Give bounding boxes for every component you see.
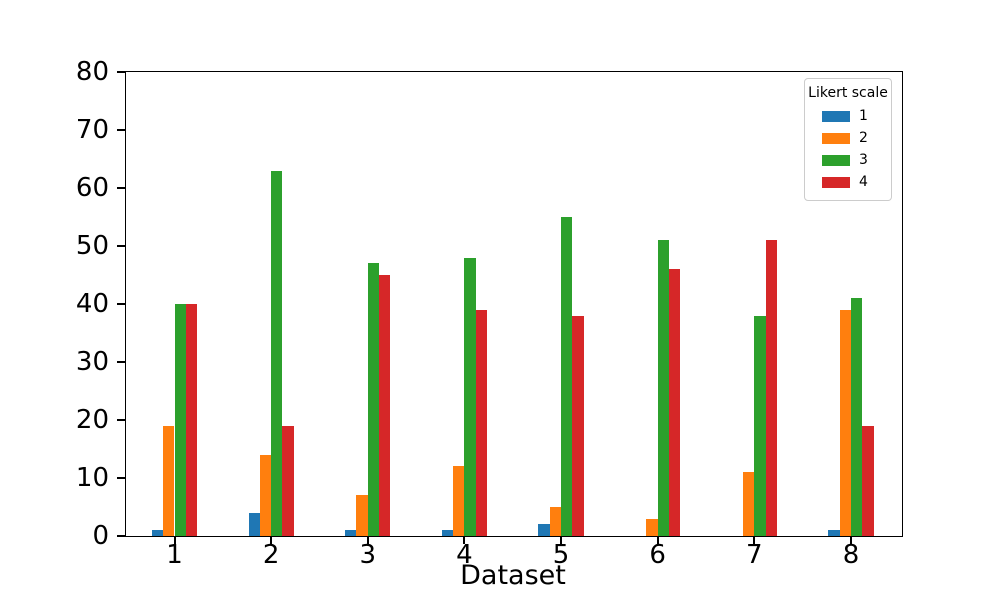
bar-series1-dataset4 (441, 530, 454, 536)
bar-series2-dataset7 (743, 472, 755, 536)
x-tick-mark (173, 536, 176, 544)
x-tick-label: 2 (262, 540, 280, 570)
y-tick-mark (116, 129, 125, 131)
x-tick-label: 7 (746, 540, 763, 570)
y-tick-label: 30 (75, 347, 109, 377)
legend-label: 4 (859, 174, 868, 190)
legend-swatch-icon (822, 132, 850, 144)
x-tick-label: 1 (166, 540, 183, 570)
y-tick-mark (116, 303, 125, 305)
x-axis-label: Dataset (460, 560, 566, 591)
y-tick-label: 50 (75, 231, 109, 261)
legend-label: 2 (859, 130, 868, 146)
y-tick-label: 80 (75, 57, 109, 87)
bar-series4-dataset4 (475, 309, 488, 536)
legend-item-1: 1 (805, 105, 891, 127)
bars-layer (126, 72, 902, 536)
bar-series3-dataset5 (561, 217, 573, 536)
y-tick-label: 70 (75, 115, 109, 145)
bar-series3-dataset7 (754, 315, 766, 536)
bar-series2-dataset8 (839, 309, 851, 536)
axes-ticks: 1 2 3 4 5 6 7 8 0 10 20 30 40 50 60 70 80 (76, 58, 902, 569)
bar-series3-dataset4 (464, 257, 476, 536)
y-tick-label: 0 (92, 521, 109, 551)
bar-series3-dataset3 (367, 263, 380, 536)
y-tick-label: 20 (75, 405, 109, 435)
legend-items: 1 2 3 4 (805, 105, 891, 193)
legend-swatch-icon (822, 110, 850, 122)
x-tick-label: 8 (842, 540, 860, 570)
x-tick-mark (463, 536, 466, 544)
bar-series2-dataset3 (356, 495, 368, 536)
bar-series1-dataset1 (151, 530, 164, 536)
y-tick-mark (116, 535, 125, 537)
legend-swatch-icon (822, 154, 850, 166)
y-tick-label: 40 (75, 289, 109, 319)
bar-series2-dataset4 (453, 466, 465, 536)
x-tick-label: 4 (456, 540, 473, 570)
legend-title: Likert scale (808, 85, 888, 101)
bar-series3-dataset6 (657, 240, 669, 536)
x-tick-mark (560, 536, 563, 544)
legend-item-2: 2 (805, 127, 891, 149)
legend: Likert scale 1 2 3 4 (804, 78, 892, 201)
bar-series3-dataset2 (271, 170, 283, 536)
bar-series2-dataset1 (163, 425, 175, 536)
y-tick-mark (116, 477, 125, 479)
plot-area: 1 2 3 4 5 6 7 8 0 10 20 30 40 50 60 70 80 Likert scale 1… (76, 58, 903, 569)
legend-swatch-icon (822, 176, 850, 188)
y-tick-mark (116, 361, 125, 363)
legend-item-4: 4 (805, 171, 891, 193)
bar-series4-dataset1 (185, 304, 198, 536)
bar-series4-dataset2 (282, 425, 294, 536)
y-tick-mark (116, 245, 125, 247)
y-tick-mark (116, 187, 125, 189)
x-tick-mark (366, 536, 369, 544)
x-tick-mark (656, 536, 659, 544)
legend-label: 3 (859, 152, 868, 168)
bar-series4-dataset3 (379, 275, 391, 536)
y-tick-label: 60 (75, 173, 109, 203)
bar-series4-dataset8 (862, 425, 874, 536)
y-tick-mark (116, 419, 125, 421)
bar-series4-dataset6 (669, 269, 681, 536)
legend-item-3: 3 (805, 149, 891, 171)
bar-series1-dataset8 (828, 530, 840, 536)
y-tick-mark (116, 71, 125, 73)
bar-series2-dataset6 (646, 518, 658, 536)
x-tick-mark (753, 536, 756, 544)
bar-series4-dataset5 (572, 315, 584, 536)
x-tick-mark (849, 536, 852, 544)
bar-series1-dataset3 (345, 530, 357, 536)
bar-series2-dataset5 (549, 507, 562, 536)
bar-series1-dataset5 (538, 524, 550, 536)
bar-series2-dataset2 (259, 454, 272, 536)
x-tick-label: 6 (649, 540, 666, 570)
y-tick-label: 10 (75, 463, 109, 493)
bar-series1-dataset2 (248, 512, 260, 536)
bar-series4-dataset7 (765, 240, 777, 536)
legend-label: 1 (859, 108, 868, 124)
bar-series3-dataset8 (850, 298, 863, 536)
x-tick-mark (270, 536, 273, 544)
x-tick-label: 5 (552, 540, 570, 570)
x-tick-label: 3 (359, 540, 377, 570)
bar-series3-dataset1 (174, 304, 186, 536)
